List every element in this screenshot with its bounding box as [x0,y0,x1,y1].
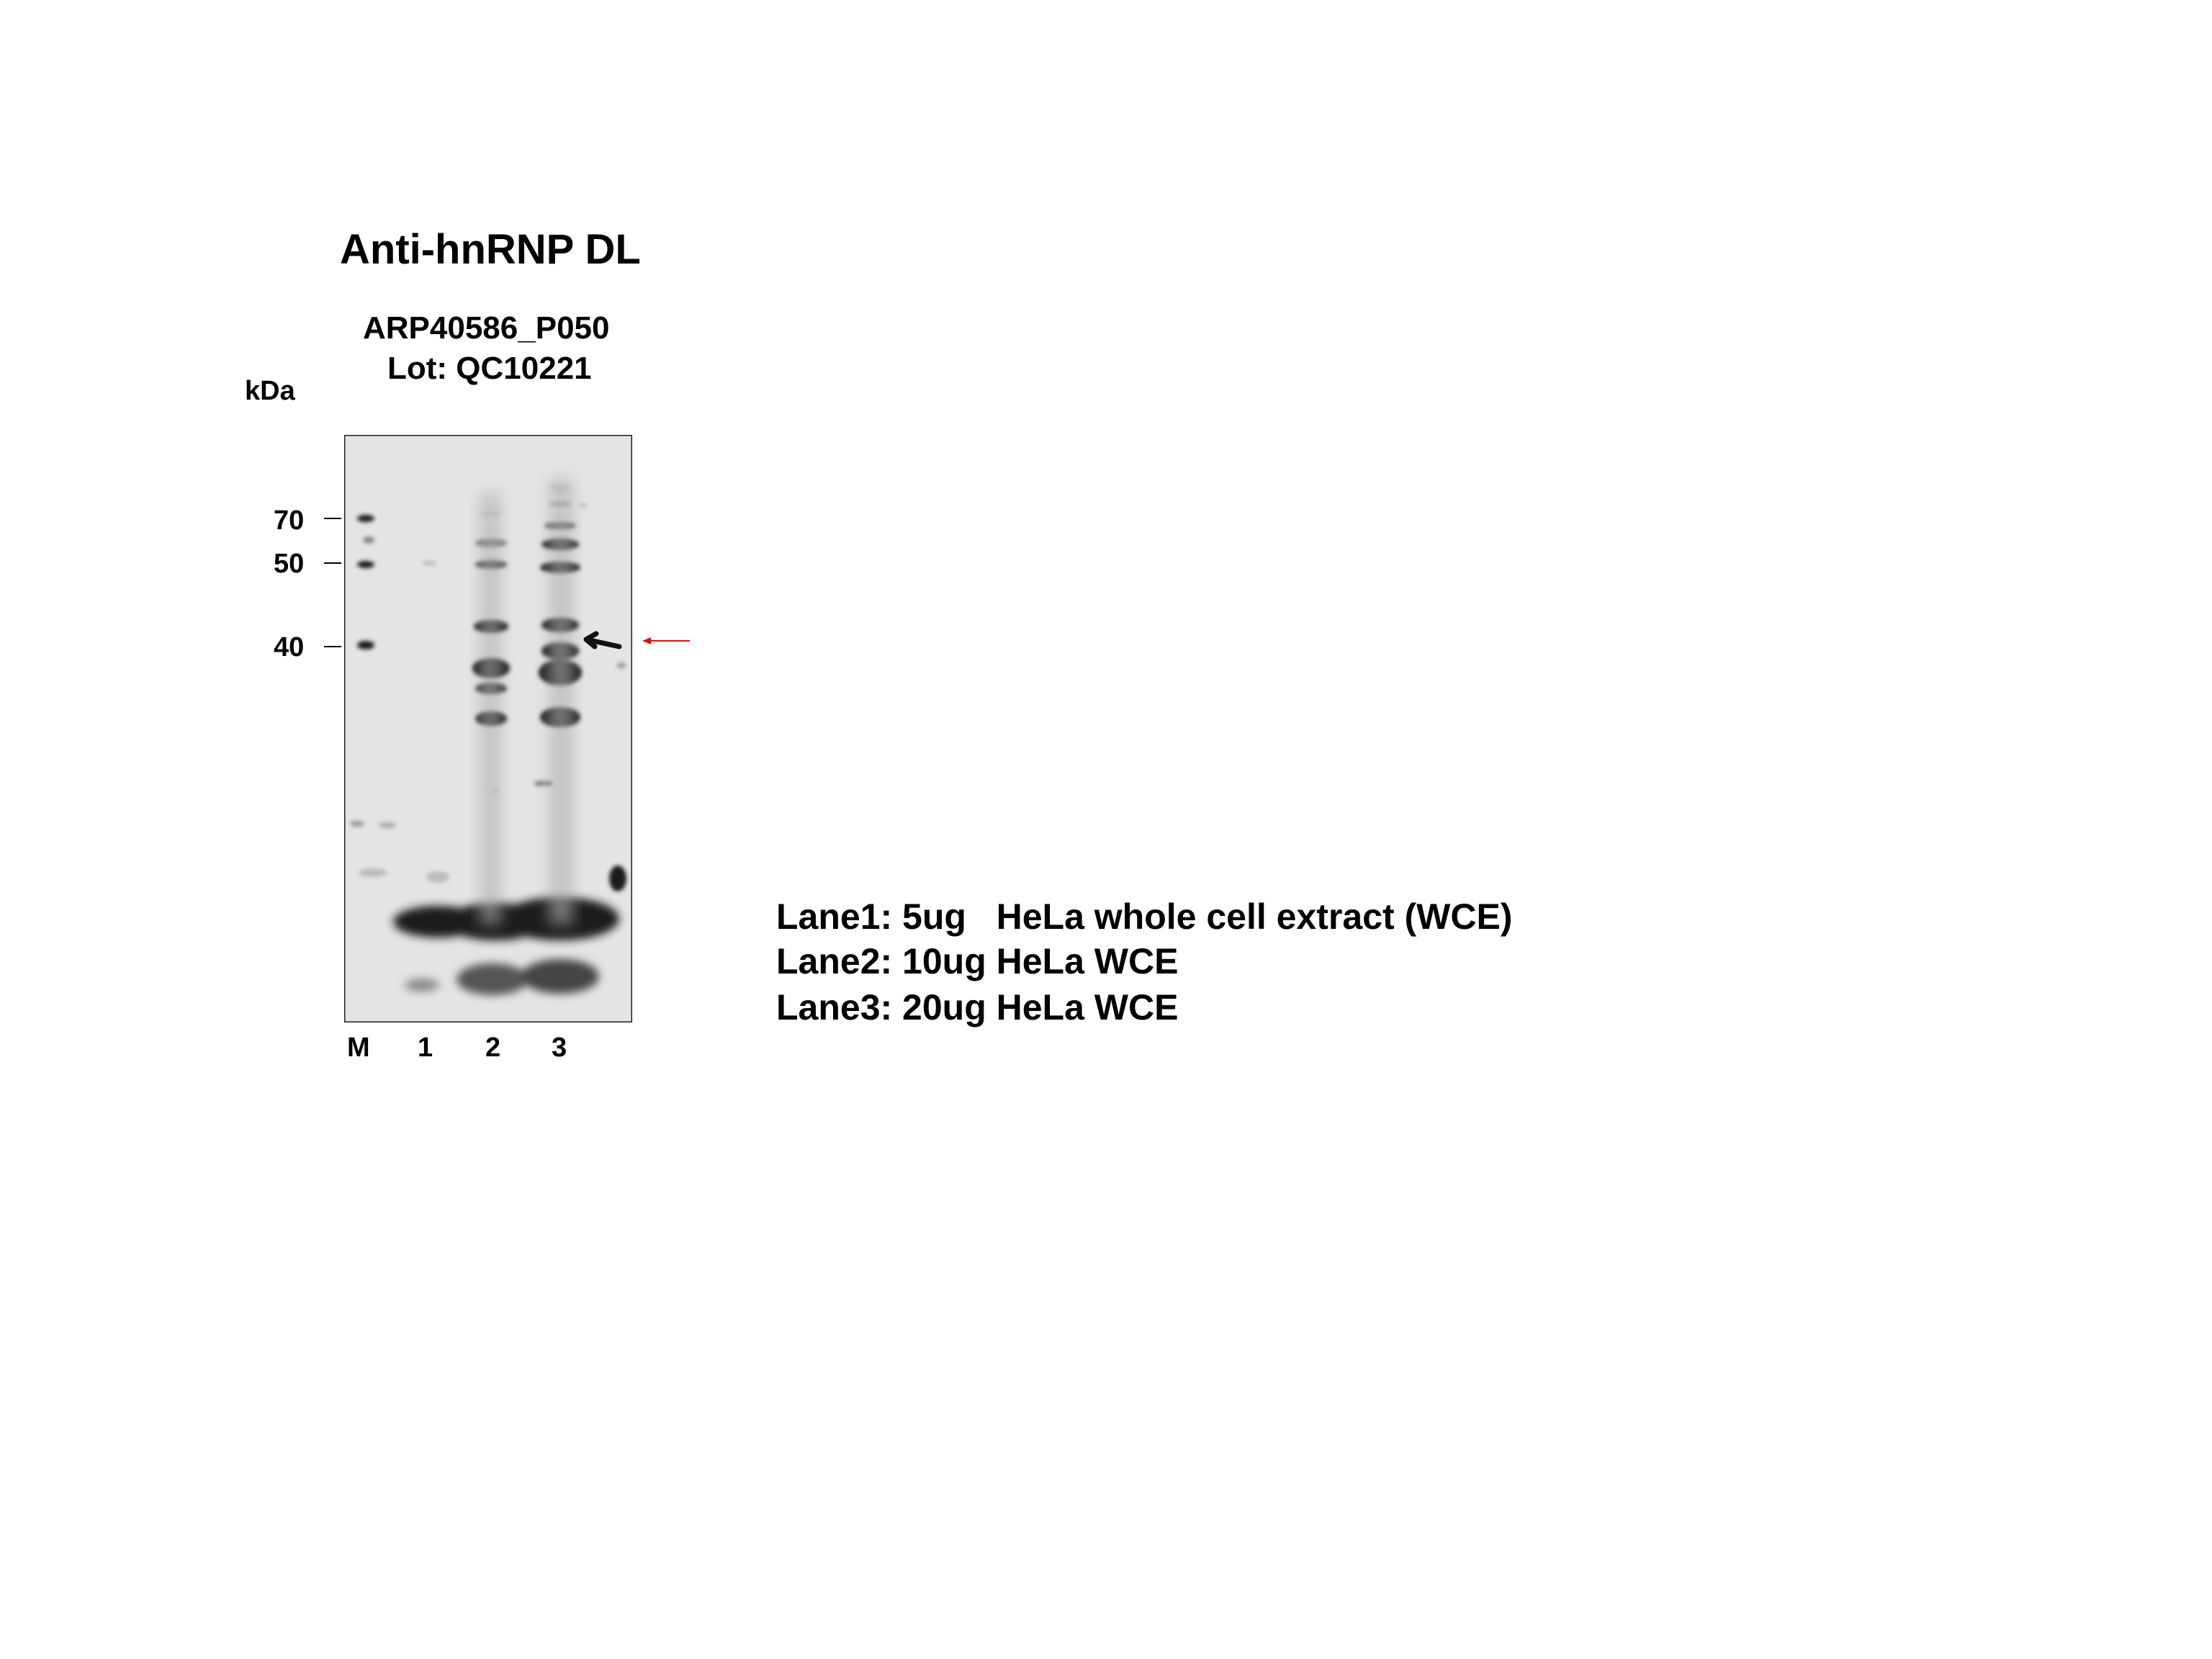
lane-label-m: M [347,1033,370,1063]
mw-marker-40: 40 [274,632,305,662]
mw-tick-marks [324,518,341,647]
antibody-id: ARP40586_P050 [363,310,610,346]
kda-unit-label: kDa [245,376,295,406]
legend-lane-2: Lane2: 10ug HeLa WCE [776,941,1179,981]
legend-lane-3: Lane3: 20ug HeLa WCE [776,987,1179,1028]
lot-number: Lot: QC10221 [387,351,592,386]
western-blot-image [344,435,632,1022]
mw-marker-50: 50 [274,549,305,579]
mw-marker-70: 70 [274,505,305,536]
lane-label-3: 3 [552,1033,567,1063]
target-band-arrow-icon [642,637,690,644]
lane-label-2: 2 [485,1033,501,1063]
legend-lane-1: Lane1: 5ug HeLa whole cell extract (WCE) [776,896,1513,937]
figure-title: Anti-hnRNP DL [340,226,641,273]
lane-label-1: 1 [418,1033,433,1063]
